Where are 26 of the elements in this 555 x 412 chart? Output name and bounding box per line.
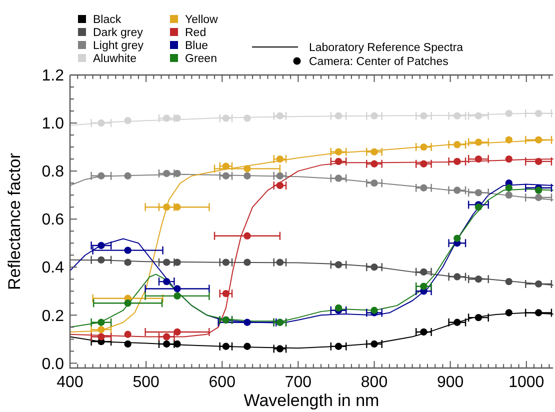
legend-label: Light grey: [93, 40, 144, 52]
x-tick-label: 1000: [508, 374, 544, 391]
y-axis-title: Reflectance factor: [5, 152, 24, 290]
x-tick-label: 400: [56, 374, 84, 391]
legend-label: Red: [185, 27, 206, 40]
x-tick-label: 600: [208, 374, 236, 391]
legend-label: Aluwhite: [93, 53, 136, 66]
y-tick-label: 0.0: [42, 356, 64, 373]
x-tick-label: 500: [132, 374, 160, 391]
x-tick-label: 700: [284, 374, 312, 391]
text: Laboratory Reference Spectra: [309, 42, 464, 54]
x-axis-title: Wavelength in nm: [244, 391, 380, 410]
y-tick-label: 1.2: [42, 68, 64, 85]
text: Camera: Center of Patches: [309, 56, 449, 68]
legend-label: Black: [93, 14, 122, 26]
x-tick-label: 800: [360, 374, 388, 391]
y-tick-label: 0.2: [42, 308, 64, 325]
legend-label: Yellow: [185, 14, 219, 26]
legend-label: Dark grey: [93, 27, 144, 40]
y-tick-label: 0.6: [42, 212, 64, 229]
x-tick-label: 900: [436, 374, 464, 391]
y-tick-label: 1.0: [42, 116, 64, 133]
legend-label: Blue: [185, 40, 208, 52]
y-tick-label: 0.8: [42, 164, 64, 181]
legend-label: Green: [185, 53, 217, 66]
y-tick-label: 0.4: [42, 260, 64, 277]
